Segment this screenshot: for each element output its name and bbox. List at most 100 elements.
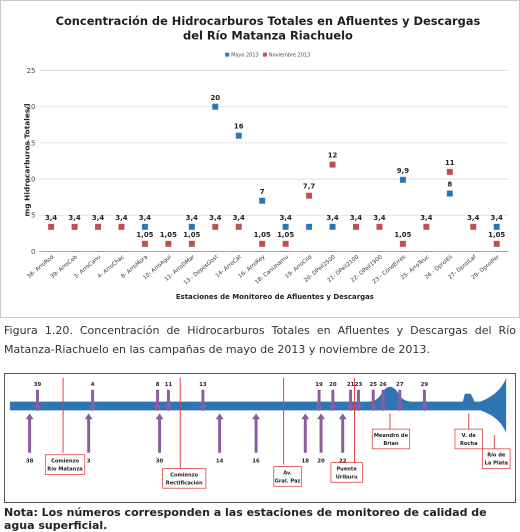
data-label: 7,7 xyxy=(303,183,315,191)
landmark-box xyxy=(330,462,363,483)
chart-title-line1: Concentración de Hidrocarburos Totales e… xyxy=(56,14,481,28)
station-arrow-head xyxy=(155,413,164,420)
river-channel xyxy=(9,377,507,434)
station-arrow-head xyxy=(317,413,325,420)
point-mayo xyxy=(306,223,313,230)
y-tick-label: 15 xyxy=(27,139,36,147)
landmark-label: Comienzo xyxy=(170,472,198,478)
y-axis-ticks: 0 5 10 15 20 25 xyxy=(27,67,36,256)
point-mayo xyxy=(212,103,219,110)
data-label: 11 xyxy=(445,159,455,167)
station-label-above: 25 xyxy=(369,382,377,388)
data-label: 3,4 xyxy=(491,214,503,222)
point-mayo xyxy=(235,132,242,139)
station-arrow-head xyxy=(328,405,337,412)
y-tick-label: 10 xyxy=(27,176,36,184)
station-arrow-head xyxy=(315,405,324,412)
data-label: 3,4 xyxy=(467,214,479,222)
legend-label-noviembre: Noviembre 2013 xyxy=(269,53,310,59)
station-arrows: 39 4 8 11 13 19 20 21 23 25 26 27 29 38 3 30 14 16 18 20 22 xyxy=(25,382,428,465)
landmark-label: La Plata xyxy=(485,461,509,467)
data-label: 3,4 xyxy=(350,214,362,222)
landmark-label: Rocha xyxy=(460,441,478,447)
station-label-above: 13 xyxy=(199,382,207,388)
station-arrow-head xyxy=(346,405,355,412)
point-noviembre xyxy=(188,240,195,247)
point-mayo xyxy=(446,190,453,197)
station-arrow-head xyxy=(164,405,173,412)
y-tick-label: 5 xyxy=(31,212,35,220)
station-arrow-head xyxy=(395,405,404,412)
point-mayo xyxy=(259,197,266,204)
station-label-below: 20 xyxy=(317,459,325,465)
point-noviembre xyxy=(376,223,383,230)
note: Nota: Los números corresponden a las est… xyxy=(4,506,487,532)
data-label: 20 xyxy=(210,94,220,102)
landmark-box xyxy=(371,428,411,450)
station-arrow-head xyxy=(33,405,42,412)
point-noviembre xyxy=(48,223,55,230)
station-label-above: 19 xyxy=(315,382,323,388)
landmark-label: Puente xyxy=(336,466,357,472)
station-label-below: 22 xyxy=(339,459,347,465)
point-noviembre xyxy=(212,223,219,230)
data-label: 1,05 xyxy=(254,231,271,239)
station-label-above: 11 xyxy=(165,382,173,388)
station-arrow-head xyxy=(84,413,93,420)
station-label-above: 23 xyxy=(355,382,363,388)
data-label: 3,4 xyxy=(209,214,221,222)
data-label: 3,4 xyxy=(45,214,57,222)
data-label: 3,4 xyxy=(420,214,432,222)
data-label: 12 xyxy=(328,152,338,160)
data-label: 3,4 xyxy=(233,214,245,222)
figure-caption: Figura 1.20. Concentración de Hidrocarbu… xyxy=(4,321,516,359)
data-label: 1,05 xyxy=(136,231,153,239)
grid xyxy=(39,70,509,252)
point-noviembre xyxy=(165,240,172,247)
y-axis-label: mg Hidrocarburos Totales/l xyxy=(22,103,31,216)
landmark-box xyxy=(44,454,86,475)
station-label-above: 27 xyxy=(396,382,404,388)
point-mayo xyxy=(329,223,336,230)
landmark-box xyxy=(162,468,207,489)
point-noviembre xyxy=(470,223,477,230)
legend-swatch-mayo xyxy=(225,52,230,57)
landmark-label: Comienzo xyxy=(51,459,79,465)
data-label: 1,05 xyxy=(160,231,177,239)
data-label: 1,05 xyxy=(277,231,294,239)
y-tick-label: 0 xyxy=(31,248,35,256)
data-label: 3,4 xyxy=(115,214,127,222)
station-label-below: 14 xyxy=(216,459,224,465)
point-mayo xyxy=(399,176,406,183)
legend: Mayo 2013 Noviembre 2013 xyxy=(225,53,310,59)
station-label-below: 30 xyxy=(156,459,164,465)
data-label: 9,9 xyxy=(397,167,409,175)
landmark-box xyxy=(273,466,302,487)
station-label-below: 16 xyxy=(252,459,260,465)
station-label-above: 20 xyxy=(329,382,337,388)
point-noviembre xyxy=(71,223,78,230)
point-noviembre xyxy=(282,240,289,247)
station-arrow-head xyxy=(338,413,347,420)
data-label: 3,4 xyxy=(92,214,104,222)
station-arrow-head xyxy=(379,405,388,412)
figure-label: Figura 1.20. xyxy=(4,324,73,337)
data-label: 3,4 xyxy=(326,214,338,222)
station-label-above: 21 xyxy=(347,382,355,388)
landmark-label: Brian xyxy=(383,441,399,447)
data-label: 3,4 xyxy=(186,214,198,222)
station-arrow-head xyxy=(153,405,162,412)
data-label: 1,05 xyxy=(183,231,200,239)
landmark-label: Uriburu xyxy=(336,474,358,480)
station-arrow-head xyxy=(88,405,97,412)
point-noviembre xyxy=(306,192,313,199)
station-arrow-head xyxy=(198,405,207,412)
landmark-label: Meandro de xyxy=(374,433,409,439)
station-label-above: 26 xyxy=(379,382,387,388)
data-points xyxy=(48,103,500,247)
point-mayo xyxy=(141,223,148,230)
point-mayo xyxy=(282,223,289,230)
point-noviembre xyxy=(95,223,102,230)
station-label-below: 18 xyxy=(302,459,310,465)
point-noviembre xyxy=(259,240,266,247)
